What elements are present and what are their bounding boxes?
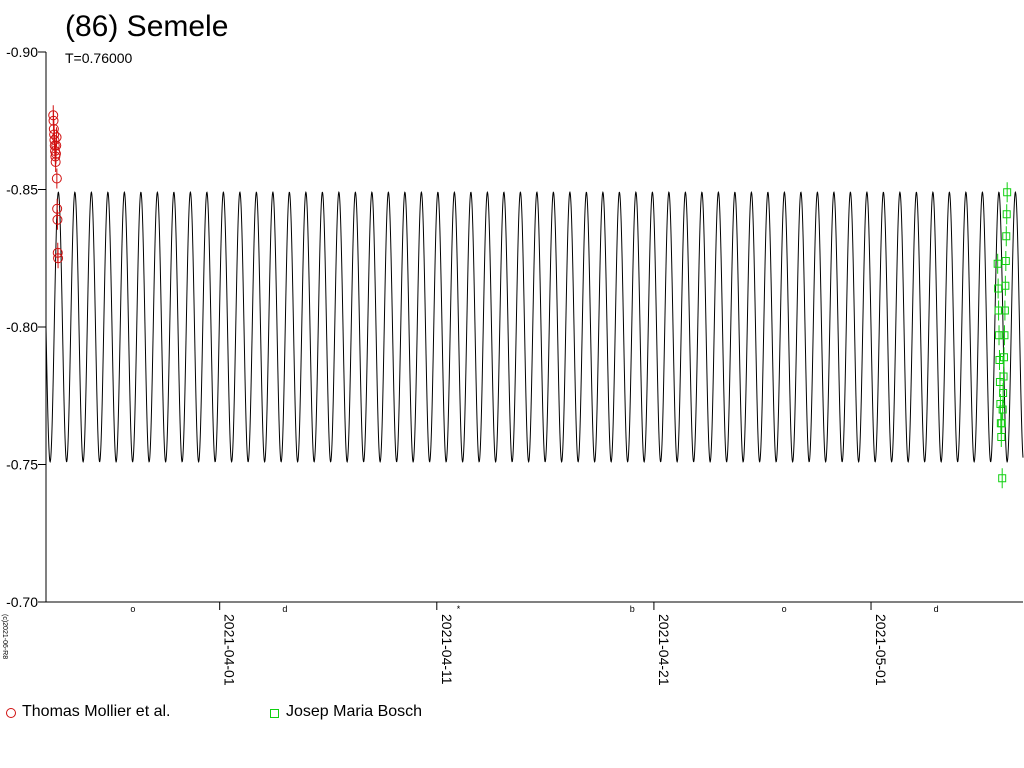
moon-phase-symbol: b: [630, 604, 635, 614]
data-point-square: [994, 306, 1003, 315]
credit-text: (c)2021-06-R8: [1, 614, 8, 660]
y-tick-label: -0.70: [6, 594, 38, 610]
legend-item-mollier: Thomas Mollier et al.: [4, 703, 171, 721]
data-point-square: [999, 389, 1008, 397]
data-point-square: [995, 331, 1004, 340]
legend-circle-marker: [6, 708, 16, 718]
x-tick-label: 2021-05-01: [873, 614, 889, 686]
x-tick-label: 2021-04-01: [222, 614, 238, 686]
data-point-square: [995, 356, 1004, 364]
y-tick-label: -0.75: [6, 457, 38, 473]
data-point-square: [1001, 281, 1010, 290]
data-point-square: [997, 433, 1006, 441]
y-tick-label: -0.90: [6, 44, 38, 60]
chart-title: (86) Semele: [65, 10, 229, 43]
moon-phase-symbol: o: [782, 604, 787, 614]
data-point-square: [1000, 306, 1009, 315]
model-curve-line: [45, 190, 1024, 464]
data-point-square: [997, 419, 1006, 428]
legend-label-bosch: Josep Maria Bosch: [286, 703, 423, 720]
legend-label-mollier: Thomas Mollier et al.: [22, 703, 171, 720]
x-tick-label: 2021-04-11: [439, 614, 455, 685]
period-label: T=0.76000: [65, 50, 133, 66]
data-point-square: [1002, 232, 1011, 241]
data-point-square: [1002, 210, 1011, 219]
legend-item-bosch: Josep Maria Bosch: [268, 703, 422, 721]
data-point-square: [1003, 188, 1012, 197]
data-point-square: [1001, 257, 1010, 265]
y-tick-label: -0.80: [6, 319, 38, 335]
data-point-circle: [52, 214, 63, 225]
observations-group: [48, 105, 1012, 489]
moon-phase-symbol: d: [282, 604, 287, 614]
data-point-square: [1000, 353, 1009, 362]
data-point-square: [998, 405, 1007, 414]
moon-phase-symbol: o: [130, 604, 135, 614]
data-point-square: [996, 400, 1005, 408]
y-tick-label: -0.85: [6, 182, 38, 198]
data-point-circle: [53, 253, 64, 264]
data-point-square: [998, 474, 1007, 483]
axes-group: -0.90 -0.85 -0.80 -0.75 -0.70 2021-04-01 2021-…: [6, 44, 1023, 686]
data-point-square: [999, 372, 1008, 381]
data-point-circle: [51, 173, 62, 184]
model-curve-group: [45, 190, 1024, 464]
legend-square-marker: [270, 709, 279, 718]
x-tick-label: 2021-04-21: [656, 614, 672, 686]
data-point-circle: [51, 132, 62, 143]
data-point-square: [993, 259, 1002, 268]
moon-phase-symbol: *: [457, 604, 461, 614]
data-point-square: [1000, 331, 1009, 340]
moon-phase-symbol: d: [934, 604, 939, 614]
